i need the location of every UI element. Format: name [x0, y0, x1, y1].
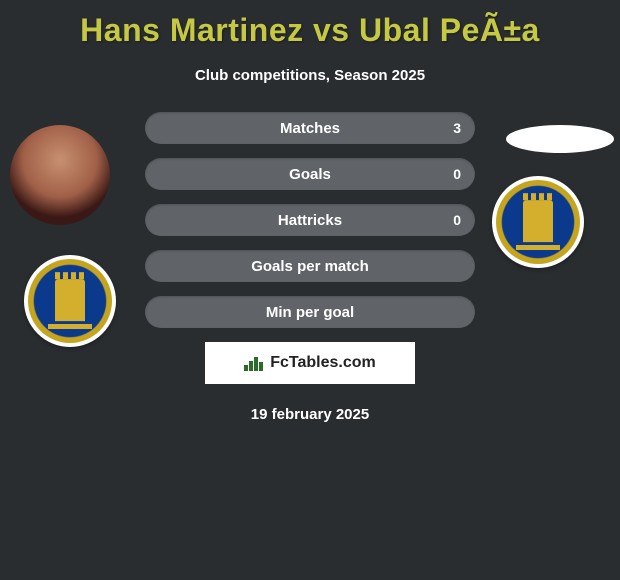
page-title: Hans Martinez vs Ubal PeÃ±a: [0, 0, 620, 49]
stat-row: Goals per match: [0, 250, 620, 282]
stat-pill: Hattricks 0: [145, 204, 475, 236]
bar-chart-icon: [244, 355, 264, 371]
stat-pill: Matches 3: [145, 112, 475, 144]
date-text: 19 february 2025: [0, 406, 620, 423]
stat-row: Matches 3: [0, 112, 620, 144]
stat-label: Matches: [145, 120, 475, 137]
stat-value-right: 0: [453, 212, 461, 228]
stat-pill: Goals per match: [145, 250, 475, 282]
stat-pill: Goals 0: [145, 158, 475, 190]
stat-row: Min per goal: [0, 296, 620, 328]
stat-value-right: 0: [453, 166, 461, 182]
subtitle: Club competitions, Season 2025: [0, 67, 620, 84]
stat-pill: Min per goal: [145, 296, 475, 328]
stat-label: Hattricks: [145, 212, 475, 229]
fctables-logo: FcTables.com: [205, 342, 415, 384]
stat-row: Hattricks 0: [0, 204, 620, 236]
stat-label: Min per goal: [145, 304, 475, 321]
stat-label: Goals: [145, 166, 475, 183]
logo-text: FcTables.com: [270, 354, 376, 372]
stat-label: Goals per match: [145, 258, 475, 275]
stat-row: Goals 0: [0, 158, 620, 190]
stats-area: Matches 3 Goals 0 Hattricks 0 Goals per …: [0, 112, 620, 328]
stat-value-right: 3: [453, 120, 461, 136]
